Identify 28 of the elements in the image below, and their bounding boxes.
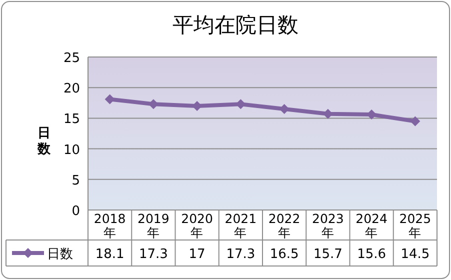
x-tick-label: 2021年	[224, 211, 257, 240]
data-label: 17.3	[226, 247, 256, 262]
x-tick-label: 2022年	[268, 211, 300, 240]
legend-label: 日数	[47, 247, 73, 262]
point	[104, 94, 115, 104]
y-tick-label: 20	[63, 82, 80, 97]
x-tick-label: 2019年	[138, 211, 170, 240]
data-label: 17.3	[138, 247, 168, 262]
data-label: 14.5	[400, 247, 430, 262]
x-tick-label: 2018年	[94, 211, 126, 240]
x-tick-label: 2020年	[181, 211, 214, 240]
point	[410, 116, 420, 126]
data-label: 15.7	[313, 247, 342, 262]
y-tick-label: 10	[63, 142, 80, 158]
data-label: 15.6	[357, 247, 386, 262]
x-tick-label: 2023年	[312, 211, 344, 240]
y-tick-label: 25	[63, 51, 80, 66]
data-label: 17	[188, 247, 206, 262]
y-tick-label: 0	[72, 204, 80, 219]
x-tick-label: 2024年	[356, 211, 388, 240]
data-label: 18.1	[95, 247, 124, 262]
chart-title: 平均在院日数	[172, 13, 298, 37]
y-tick-label: 15	[63, 112, 80, 128]
y-axis-title: 日数	[36, 126, 52, 157]
data-label: 16.5	[270, 247, 299, 262]
y-tick-label: 5	[72, 173, 80, 188]
point	[279, 104, 290, 114]
x-tick-label: 2025年	[399, 211, 432, 240]
